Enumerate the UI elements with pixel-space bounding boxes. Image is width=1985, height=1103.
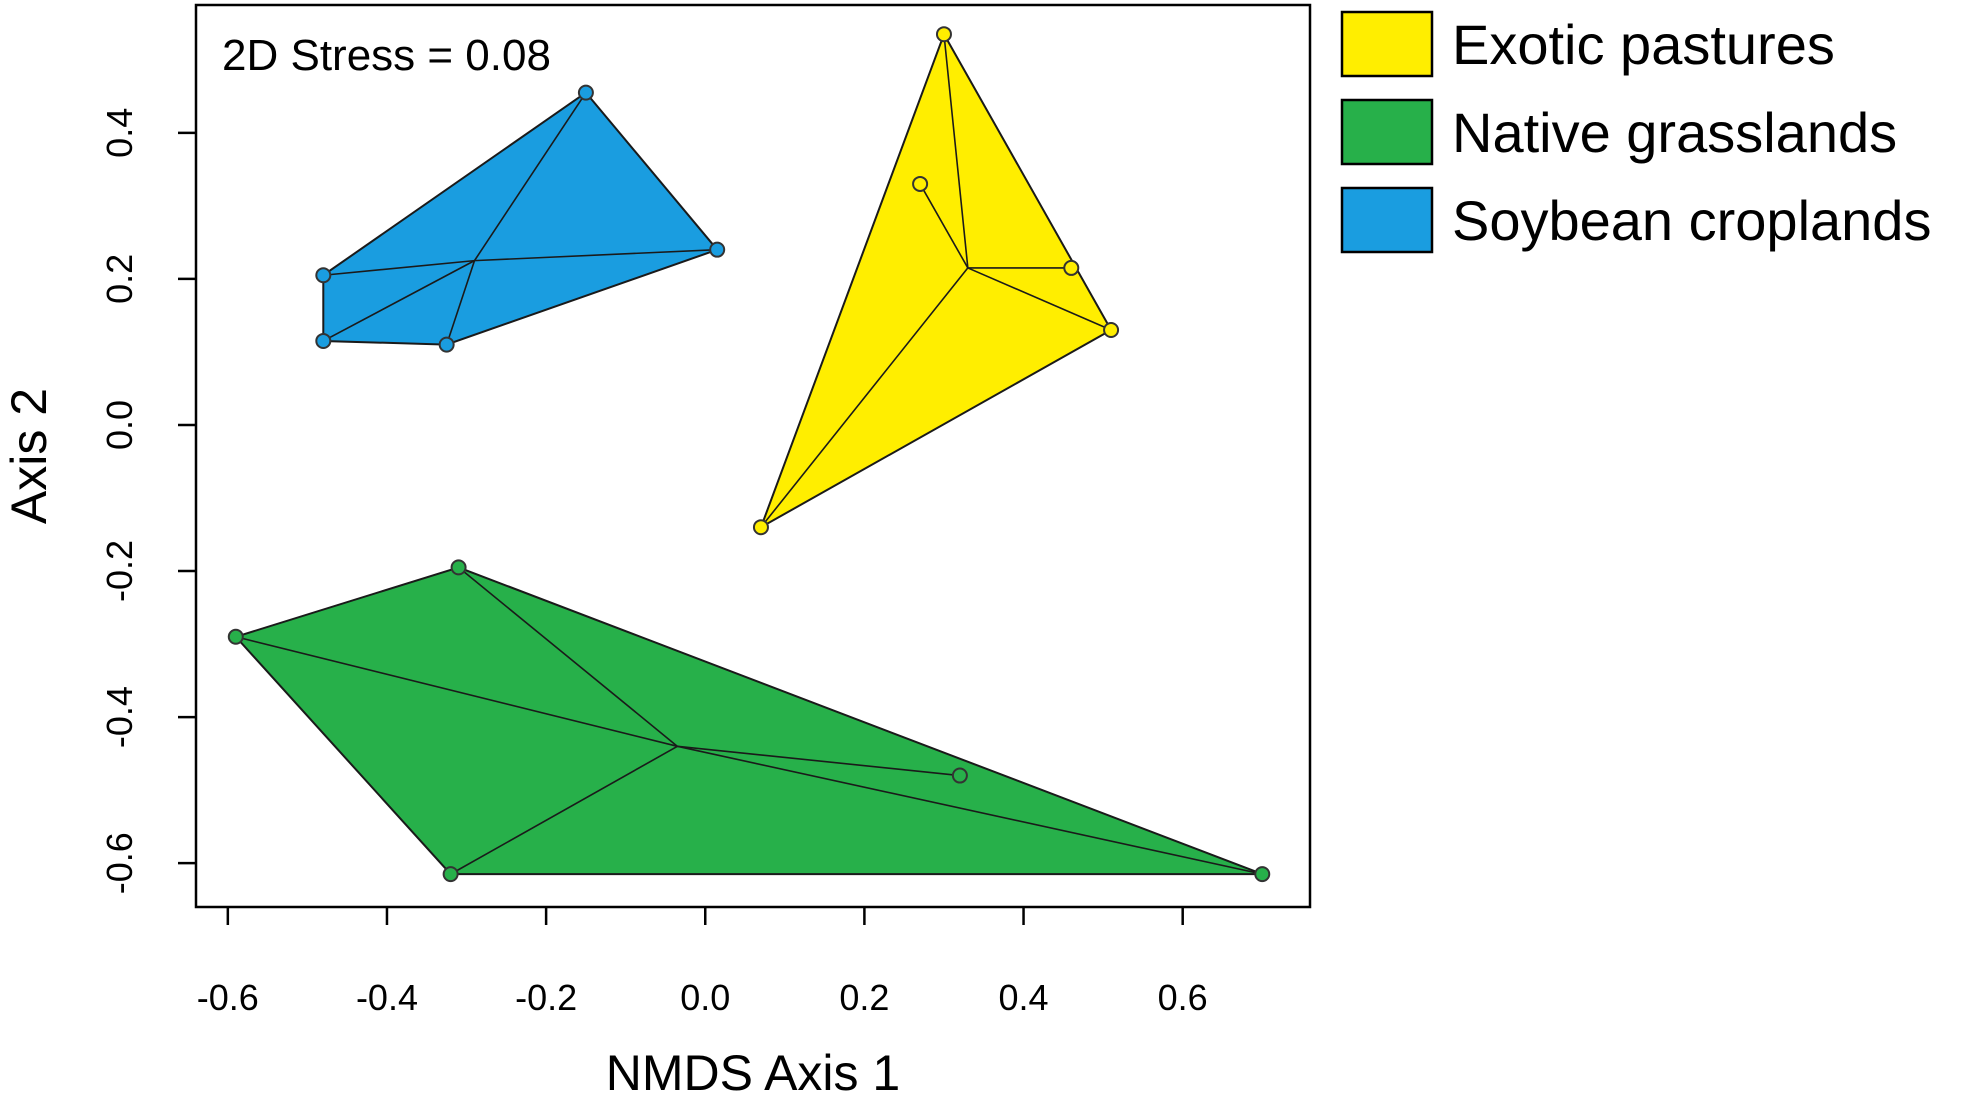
legend-label: Native grasslands [1452,101,1897,164]
spider-line [473,92,587,262]
data-point [709,241,726,258]
legend-label: Exotic pastures [1452,13,1835,76]
spider-line [458,566,678,747]
x-tick-label: -0.6 [197,977,259,1018]
x-axis-title: NMDS Axis 1 [606,1045,901,1098]
hull-polygon [322,91,719,346]
data-point [1254,866,1271,883]
legend-item: Soybean croplands [1340,186,1931,254]
data-point [935,26,952,43]
legend: Exotic pastures Native grasslands Soybean … [1340,10,1931,254]
series-group-2 [227,559,1271,883]
legend-swatch [1340,98,1434,166]
legend-item: Native grasslands [1340,98,1897,166]
spider-line [760,267,969,528]
data-point [315,267,332,284]
data-point [442,866,459,883]
spider-line [322,259,475,342]
y-axis: -0.6 -0.4 -0.2 0.0 0.2 0.4 [99,108,196,894]
x-tick-label: -0.2 [515,977,577,1018]
x-tick-label: 0.6 [1158,977,1208,1018]
y-axis-title: Axis 2 [1,388,57,524]
spider-line [474,248,718,262]
series-layer [227,26,1271,883]
hull-polygon [759,31,1113,530]
y-tick-label: 0.4 [99,108,140,158]
y-tick-label: -0.2 [99,540,140,602]
y-tick-label: 0.0 [99,400,140,450]
data-point [577,84,594,101]
spider-line [919,183,969,269]
data-point [1103,322,1120,339]
hull-polygon [234,566,1263,876]
spider-line [235,635,678,748]
data-point [1063,259,1080,276]
legend-swatch [1340,186,1434,254]
x-tick-label: 0.2 [839,977,889,1018]
data-point [315,332,332,349]
x-tick-label: 0.4 [999,977,1049,1018]
spider-line [445,260,476,345]
spider-line [943,34,969,269]
y-tick-label: -0.4 [99,686,140,748]
data-point [450,559,467,576]
x-tick-label: 0.0 [680,977,730,1018]
stress-annotation: 2D Stress = 0.08 [222,31,551,80]
y-tick-label: 0.2 [99,254,140,304]
spider-line [677,745,960,777]
data-point [227,628,244,645]
series-group-3 [315,84,726,353]
data-point [752,519,769,536]
spider-line [450,745,678,875]
legend-item: Exotic pastures [1340,10,1835,78]
y-tick-label: -0.6 [99,832,140,894]
x-axis: -0.6 -0.4 -0.2 0.0 0.2 0.4 0.6 [197,907,1208,1018]
data-point [951,767,968,784]
plot-frame [194,3,1312,909]
spider-line [967,267,1112,331]
data-point [912,175,929,192]
spider-line [677,745,1263,875]
legend-label: Soybean croplands [1452,189,1931,252]
series-group-1 [752,26,1120,536]
data-point [438,336,455,353]
spider-line [323,259,475,277]
legend-swatch [1340,10,1434,78]
axes-layer: -0.6 -0.4 -0.2 0.0 0.2 0.4 0.6 -0.6 -0.4 -0.2 0.0 0… [99,108,1208,1018]
x-tick-label: -0.4 [356,977,418,1018]
